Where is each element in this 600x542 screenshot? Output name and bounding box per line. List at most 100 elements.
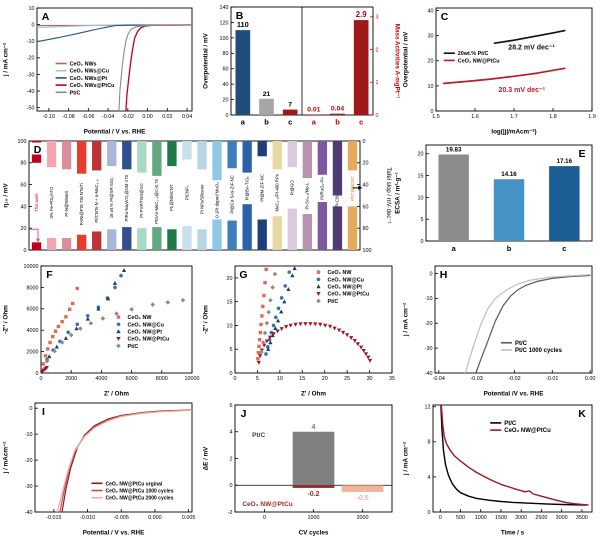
svg-text:-10: -10	[425, 296, 433, 302]
svg-text:Pt-SA₀.₂/Mo-L: Pt-SA₀.₂/Mo-L	[305, 182, 310, 209]
svg-text:-40: -40	[25, 510, 33, 516]
svg-text:60: 60	[363, 204, 369, 210]
svg-text:20.3 mV dec⁻¹: 20.3 mV dec⁻¹	[499, 87, 546, 94]
svg-text:1500: 1500	[495, 515, 507, 521]
svg-text:14.16: 14.16	[501, 171, 517, 178]
svg-text:CeO₂ NW@PtCu: CeO₂ NW@PtCu	[127, 337, 169, 343]
svg-text:CeO₂ NWs@PtCu: CeO₂ NWs@PtCu	[70, 83, 115, 89]
svg-text:1.8: 1.8	[549, 114, 557, 120]
svg-text:2000: 2000	[515, 515, 527, 521]
svg-text:Pt₁@N/MCNT: Pt₁@N/MCNT	[169, 184, 174, 211]
svg-text:CeO₂ NWs@Cu: CeO₂ NWs@Cu	[70, 69, 109, 75]
svg-text:0: 0	[439, 515, 442, 521]
svg-text:CeO₂ NW@Cu: CeO₂ NW@Cu	[328, 277, 364, 283]
svg-text:20: 20	[21, 226, 27, 232]
svg-text:10: 10	[277, 376, 283, 382]
svg-text:-0.010: -0.010	[80, 515, 95, 521]
svg-text:PtSAs-MoC₁₋ₓ@C-0.75: PtSAs-MoC₁₋ₓ@C-0.75	[154, 178, 159, 223]
svg-text:0: 0	[376, 113, 379, 119]
svg-text:0: 0	[30, 406, 33, 412]
svg-text:Tafel slop / mV·dec⁻¹: Tafel slop / mV·dec⁻¹	[385, 167, 391, 223]
svg-text:28.2 mV dec⁻¹: 28.2 mV dec⁻¹	[508, 44, 555, 51]
svg-text:CeO₂ NW@PtCu: CeO₂ NW@PtCu	[328, 292, 370, 298]
svg-text:j / mAcm⁻²: j / mAcm⁻²	[3, 442, 10, 475]
svg-text:-30: -30	[25, 484, 33, 490]
svg-text:j / mA cm⁻²: j / mA cm⁻²	[403, 303, 410, 337]
svg-text:0: 0	[263, 515, 266, 521]
svg-text:-0.2: -0.2	[307, 491, 319, 498]
svg-text:5: 5	[421, 217, 424, 223]
svg-text:0: 0	[428, 510, 431, 516]
svg-text:0.01: 0.01	[307, 107, 320, 114]
svg-text:2500: 2500	[535, 515, 547, 521]
svg-text:0: 0	[24, 248, 27, 254]
svg-text:-Z'' / Ohm: -Z'' / Ohm	[3, 305, 10, 334]
svg-text:A: A	[42, 11, 50, 23]
svg-text:4: 4	[312, 424, 316, 431]
svg-text:b: b	[507, 244, 512, 253]
svg-text:J: J	[241, 408, 247, 420]
svg-text:30: 30	[367, 376, 373, 382]
svg-text:10000: 10000	[185, 376, 200, 382]
svg-text:Potential /V vs. RHE: Potential /V vs. RHE	[484, 391, 544, 398]
svg-text:-40: -40	[27, 89, 35, 95]
svg-text:4: 4	[230, 430, 233, 436]
svg-text:-0.02: -0.02	[122, 114, 134, 120]
svg-text:80: 80	[223, 51, 229, 57]
svg-text:Pt/C: Pt/C	[515, 341, 528, 347]
svg-text:2000: 2000	[65, 376, 77, 382]
svg-text:20: 20	[363, 161, 369, 167]
svg-text:4000: 4000	[27, 328, 39, 334]
svg-text:j / mA cm⁻²: j / mA cm⁻²	[403, 442, 410, 476]
svg-text:0: 0	[421, 239, 424, 245]
svg-text:Pt/C: Pt/C	[504, 421, 517, 427]
svg-text:6: 6	[230, 403, 233, 409]
svg-text:7: 7	[288, 102, 292, 109]
svg-text:η₁₀ / mV: η₁₀ / mV	[3, 183, 10, 208]
svg-text:15: 15	[418, 173, 424, 179]
svg-text:6000: 6000	[126, 376, 138, 382]
svg-text:K: K	[578, 408, 586, 420]
svg-text:ΔE / mV: ΔE / mV	[203, 446, 210, 471]
svg-text:Pt@GO: Pt@GO	[290, 180, 295, 196]
svg-text:PtRu-NaₓWO₃@SM-170: PtRu-NaₓWO₃@SM-170	[124, 174, 129, 221]
svg-text:j / mA cm⁻²: j / mA cm⁻²	[3, 43, 10, 77]
svg-text:15: 15	[227, 300, 233, 306]
svg-text:0: 0	[230, 483, 233, 489]
svg-text:CeO₂ NW@PtCu: CeO₂ NW@PtCu	[504, 428, 551, 434]
svg-text:PANI@PtS-TiN NTs/Ti: PANI@PtS-TiN NTs/Ti	[79, 183, 84, 225]
svg-text:12: 12	[425, 405, 431, 411]
svg-text:2: 2	[376, 47, 379, 53]
svg-text:H: H	[440, 269, 448, 281]
svg-text:Overpotential / mV: Overpotential / mV	[203, 32, 210, 88]
svg-text:B: B	[236, 10, 244, 22]
svg-text:G: G	[239, 269, 247, 281]
svg-text:4: 4	[428, 475, 431, 481]
svg-text:CeO₂ NW: CeO₂ NW	[127, 315, 152, 321]
svg-text:F: F	[46, 269, 53, 281]
svg-text:-0.01: -0.01	[546, 376, 558, 382]
svg-text:8: 8	[428, 440, 431, 446]
svg-text:CeO₂ NWs@Pt: CeO₂ NWs@Pt	[70, 76, 108, 82]
svg-text:-0.08: -0.08	[62, 114, 74, 120]
svg-text:1.7: 1.7	[510, 114, 518, 120]
svg-text:18 wt.% Pt@SR-SiO₂: 18 wt.% Pt@SR-SiO₂	[109, 177, 114, 218]
svg-text:0.04: 0.04	[331, 106, 344, 113]
svg-text:10: 10	[418, 195, 424, 201]
svg-text:100: 100	[363, 248, 372, 254]
svg-text:40: 40	[223, 82, 229, 88]
svg-text:0.04: 0.04	[182, 114, 193, 120]
svg-text:-20: -20	[25, 458, 33, 464]
svg-text:500: 500	[456, 515, 465, 521]
svg-text:20: 20	[223, 97, 229, 103]
svg-text:3: 3	[376, 15, 379, 21]
svg-text:-0.10: -0.10	[43, 114, 55, 120]
svg-text:CeO₂ NW@PtCu 1000 cycles: CeO₂ NW@PtCu 1000 cycles	[106, 489, 174, 495]
svg-text:3500: 3500	[576, 515, 588, 521]
svg-text:0: 0	[363, 139, 366, 145]
